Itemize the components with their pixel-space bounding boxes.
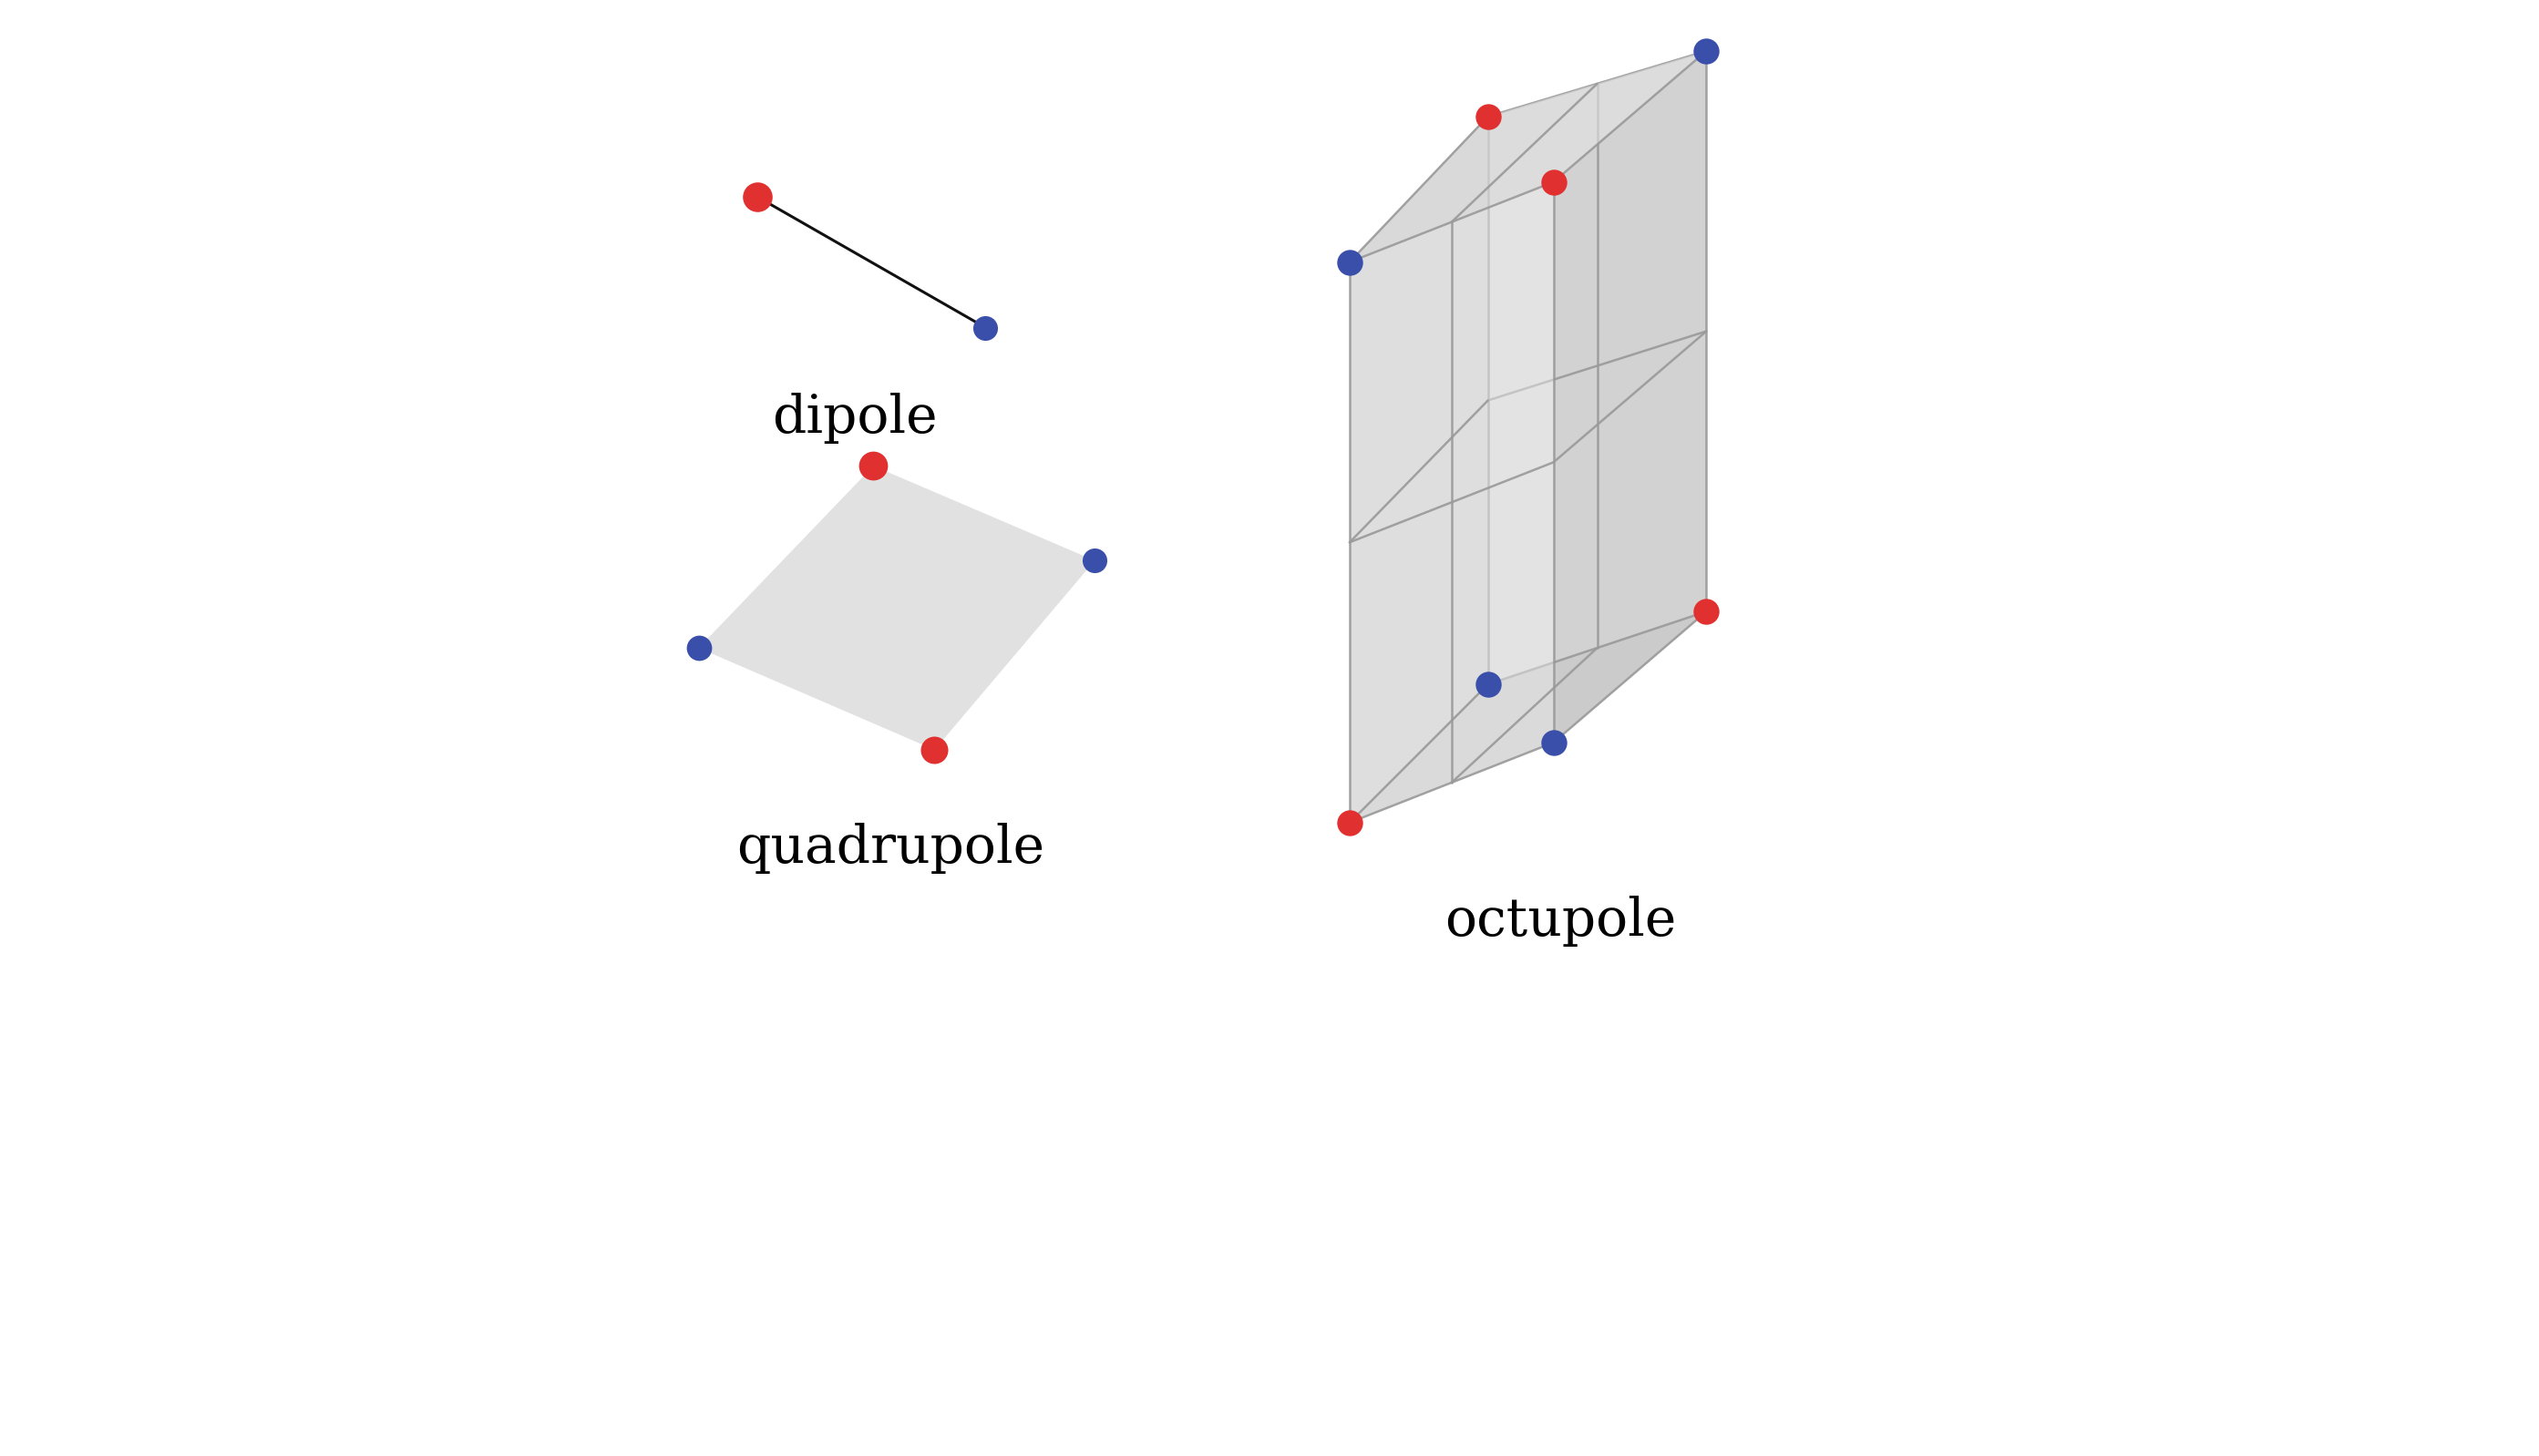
Point	[1686, 600, 1727, 623]
Text: octupole: octupole	[1445, 895, 1676, 946]
Point	[1686, 39, 1727, 63]
Polygon shape	[1554, 51, 1706, 743]
Point	[853, 454, 894, 478]
Text: quadrupole: quadrupole	[736, 823, 1046, 874]
Polygon shape	[1351, 116, 1488, 823]
Point	[914, 738, 955, 761]
Polygon shape	[1351, 51, 1706, 262]
Point	[1468, 673, 1508, 696]
Polygon shape	[1351, 182, 1554, 823]
Point	[965, 316, 1005, 339]
Polygon shape	[1351, 612, 1706, 823]
Point	[1534, 170, 1574, 194]
Polygon shape	[1488, 51, 1706, 684]
Point	[1074, 549, 1115, 572]
Point	[736, 185, 777, 208]
Point	[1330, 811, 1371, 834]
Point	[678, 636, 719, 660]
Point	[1330, 250, 1371, 274]
Polygon shape	[698, 466, 1094, 750]
Point	[1468, 105, 1508, 128]
Point	[1534, 731, 1574, 754]
Text: dipole: dipole	[772, 393, 937, 444]
